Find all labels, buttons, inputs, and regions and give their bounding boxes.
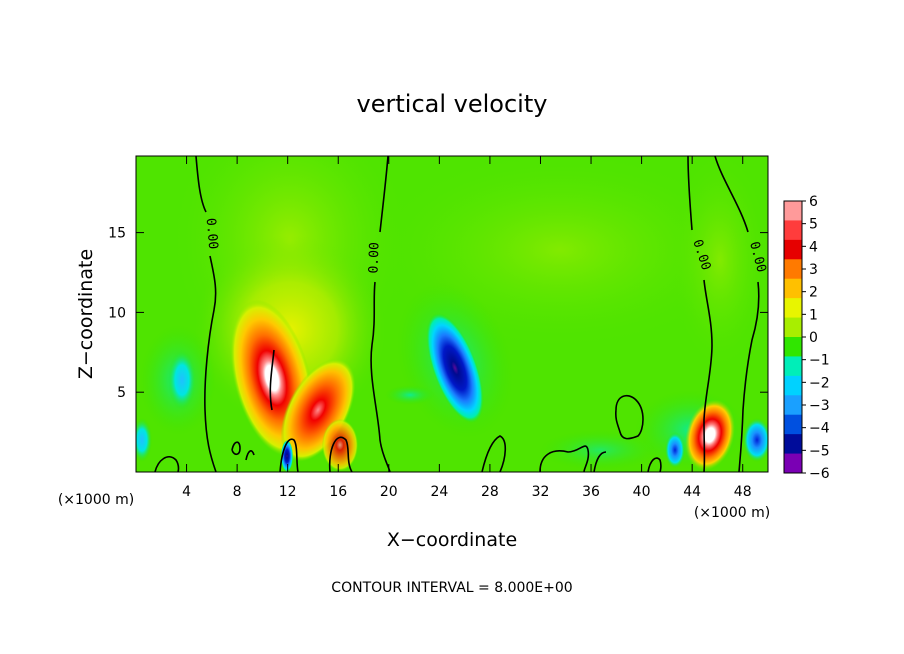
x-axis-title: X−coordinate bbox=[387, 529, 517, 551]
teal-patch bbox=[385, 385, 435, 405]
colorbar-swatch bbox=[784, 434, 802, 455]
colorbar-label: −5 bbox=[809, 443, 830, 459]
y-axis: 5 10 15 bbox=[108, 226, 768, 401]
contour-label: 0.00 bbox=[203, 217, 221, 250]
contour-bump-3 bbox=[593, 451, 607, 472]
zero-contour-3 bbox=[687, 156, 713, 472]
x-tick-label: 4 bbox=[182, 484, 191, 500]
colorbar-swatch bbox=[784, 278, 802, 299]
colorbar-swatch bbox=[784, 414, 802, 435]
updraft-core-lobe bbox=[322, 419, 358, 471]
contour-bump-7 bbox=[279, 438, 299, 472]
downdraft-core-right-inner bbox=[665, 432, 685, 468]
downdraft-core-left bbox=[168, 350, 196, 410]
x-unit-right: (×1000 m) bbox=[694, 505, 770, 521]
colorbar-label: 1 bbox=[809, 307, 818, 323]
contour-bump-4 bbox=[647, 457, 662, 472]
colorbar-swatch bbox=[784, 259, 802, 280]
contour-bump-6 bbox=[245, 450, 255, 461]
contour-bump-5 bbox=[154, 456, 180, 472]
contour-interval-footer: CONTOUR INTERVAL = 8.000E+00 bbox=[331, 580, 572, 596]
colorbar-label: 4 bbox=[809, 239, 818, 255]
colorbar-label: 2 bbox=[809, 285, 818, 301]
colorbar-swatch bbox=[784, 356, 802, 377]
colorbar-label: −6 bbox=[809, 466, 830, 482]
downdraft-core-right bbox=[743, 418, 768, 462]
contour-bump-2 bbox=[539, 445, 590, 472]
contour-bump-8 bbox=[328, 436, 353, 472]
x-tick-label: 40 bbox=[633, 484, 651, 500]
contour-loop-small bbox=[231, 441, 241, 456]
colorbar-swatch bbox=[784, 453, 802, 474]
downdraft-core-main bbox=[426, 312, 484, 424]
plot-frame bbox=[135, 155, 769, 473]
x-tick-label: 32 bbox=[532, 484, 550, 500]
lime-region-right bbox=[670, 156, 768, 370]
zero-contour-1 bbox=[195, 156, 217, 472]
x-tick-label: 48 bbox=[734, 484, 752, 500]
x-tick-label: 36 bbox=[582, 484, 600, 500]
x-tick-label: 20 bbox=[380, 484, 398, 500]
colorbar-swatch bbox=[784, 298, 802, 319]
contour-loop bbox=[615, 394, 644, 440]
colorbar-label: 6 bbox=[809, 194, 818, 210]
colorbar-label: 5 bbox=[809, 217, 818, 233]
y-tick-label: 5 bbox=[117, 385, 126, 401]
zero-contour-2 bbox=[370, 156, 391, 472]
x-axis: 4 8 12 16 20 24 28 32 36 40 44 48 bbox=[182, 156, 752, 500]
colorbar-label: 0 bbox=[809, 330, 818, 346]
x-unit-left: (×1000 m) bbox=[58, 492, 134, 508]
colorbar-label: −3 bbox=[809, 398, 830, 414]
x-tick-label: 24 bbox=[430, 484, 448, 500]
colorbar-swatch bbox=[784, 317, 802, 338]
colorbar: 6 5 4 3 2 1 0 −1 −2 −3 −4 −5 −6 bbox=[783, 194, 830, 482]
colorbar-label: 3 bbox=[809, 262, 818, 278]
x-tick-label: 8 bbox=[233, 484, 242, 500]
contour-inner-1 bbox=[269, 349, 275, 411]
teal-halo-bottom bbox=[540, 430, 660, 470]
x-tick-label: 16 bbox=[329, 484, 347, 500]
chart-title: vertical velocity bbox=[357, 90, 548, 118]
y-axis-title: Z−coordinate bbox=[75, 249, 97, 379]
colorbar-label: −1 bbox=[809, 353, 830, 369]
contour-bump-1 bbox=[481, 435, 507, 472]
zero-contour-4 bbox=[714, 156, 760, 472]
velocity-field bbox=[136, 156, 768, 472]
y-tick-label: 10 bbox=[108, 305, 126, 321]
x-tick-label: 44 bbox=[683, 484, 701, 500]
contour-lines bbox=[154, 156, 760, 472]
x-tick-label: 12 bbox=[279, 484, 297, 500]
downdraft-edge-left bbox=[136, 418, 152, 462]
updraft-core-right bbox=[685, 399, 735, 471]
x-tick-label: 28 bbox=[481, 484, 499, 500]
colorbar-swatch bbox=[784, 239, 802, 260]
colorbar-swatch bbox=[784, 337, 802, 357]
colorbar-swatch bbox=[784, 201, 802, 221]
colorbar-label: −2 bbox=[809, 375, 830, 391]
colorbar-swatch bbox=[784, 395, 802, 416]
y-tick-label: 15 bbox=[108, 226, 126, 242]
colorbar-swatch bbox=[784, 375, 802, 396]
colorbar-swatch bbox=[784, 220, 802, 241]
colorbar-label: −4 bbox=[809, 421, 830, 437]
contour-label: 0.00 bbox=[366, 242, 382, 274]
